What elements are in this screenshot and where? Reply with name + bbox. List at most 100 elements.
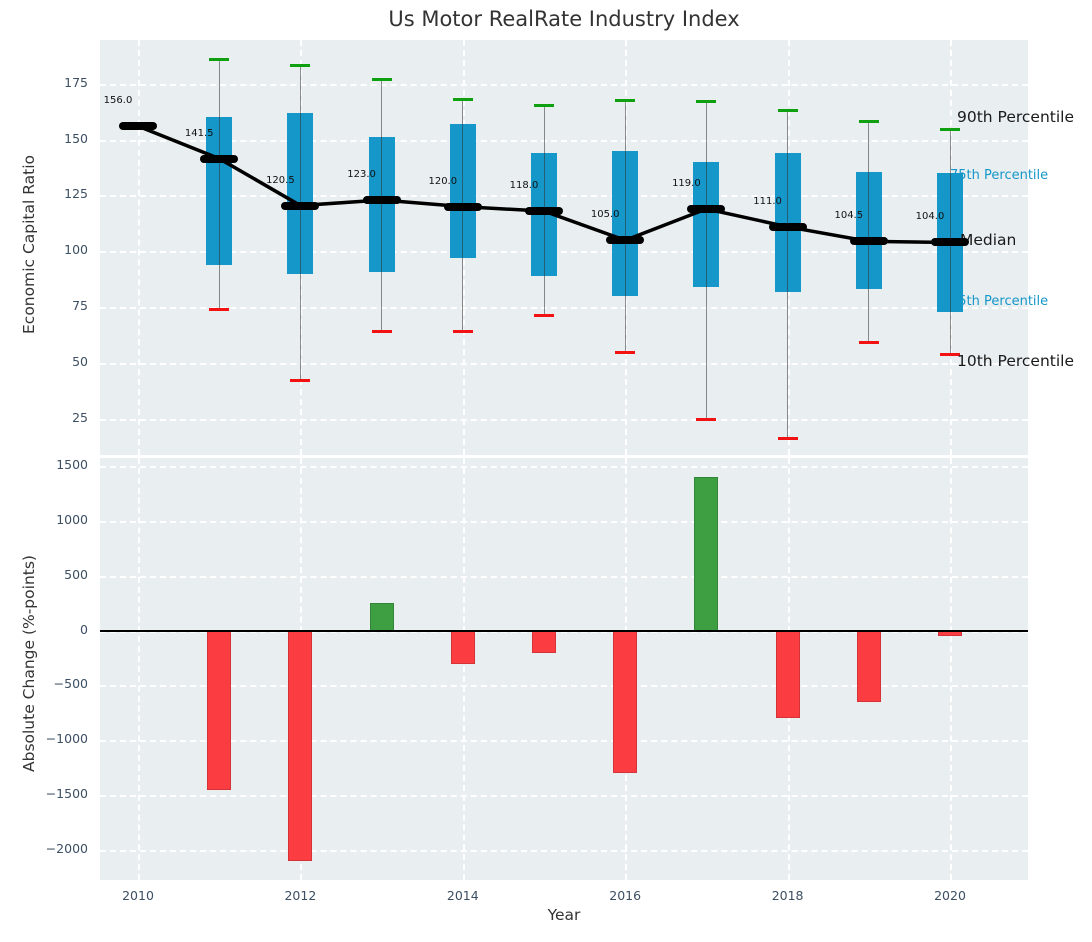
whisker-cap-10th-2013 — [371, 330, 392, 334]
median-value-label-2015: 118.0 — [509, 180, 539, 192]
median-value-label-2018: 111.0 — [753, 195, 782, 207]
top-gridline-h — [100, 419, 1028, 422]
bottom-gridline-v — [462, 458, 465, 880]
top-y-tick-label: 25 — [72, 410, 88, 426]
bottom-gridline-h — [100, 740, 1028, 743]
annotation-10th-percentile: 10th Percentile — [957, 352, 1075, 371]
annotation-75th-percentile: 75th Percentile — [950, 168, 1049, 184]
change-bar-2011 — [207, 630, 232, 790]
change-bar-2017 — [694, 477, 719, 631]
x-tick-label: 2010 — [122, 888, 154, 903]
median-marker-2012 — [281, 201, 320, 210]
top-y-tick-label: 125 — [64, 186, 88, 202]
bottom-y-tick-label: −1500 — [45, 786, 88, 802]
whisker-cap-10th-2017 — [696, 417, 717, 421]
top-y-tick-label: 100 — [64, 242, 88, 258]
bottom-y-tick-label: 1000 — [56, 512, 88, 528]
whisker-cap-90th-2017 — [696, 100, 717, 104]
top-y-tick-label: 75 — [72, 298, 88, 314]
top-plot-area — [100, 40, 1028, 455]
whisker-cap-10th-2015 — [534, 313, 554, 317]
change-bar-2019 — [856, 630, 881, 702]
change-bar-2013 — [369, 603, 394, 631]
median-value-label-2011: 141.5 — [184, 127, 214, 139]
whisker-2016 — [624, 100, 626, 353]
top-y-tick-label: 50 — [72, 354, 88, 370]
whisker-2011 — [218, 59, 220, 310]
x-tick-label: 2012 — [284, 888, 317, 903]
top-gridline-h — [100, 195, 1028, 198]
top-gridline-h — [100, 83, 1028, 86]
median-marker-2010 — [119, 122, 157, 131]
median-marker-2011 — [200, 154, 239, 163]
whisker-2019 — [868, 121, 870, 343]
whisker-cap-10th-2016 — [615, 350, 636, 354]
chart-title: Us Motor RealRate Industry Index — [388, 7, 740, 31]
bottom-y-tick-label: 0 — [80, 621, 88, 637]
whisker-cap-90th-2018 — [777, 108, 798, 112]
bottom-gridline-h — [100, 575, 1028, 578]
bottom-gridline-h — [100, 849, 1028, 852]
bottom-y-tick-label: −500 — [53, 676, 88, 692]
top-y-tick-label: 175 — [64, 74, 88, 90]
bottom-y-tick-label: 500 — [64, 566, 88, 582]
top-gridline-h — [100, 363, 1028, 366]
whisker-cap-10th-2019 — [858, 340, 879, 344]
bottom-y-tick-label: 1500 — [56, 457, 88, 473]
whisker-cap-10th-2020 — [940, 352, 960, 356]
median-marker-2019 — [849, 237, 888, 246]
bottom-gridline-h — [100, 630, 1028, 633]
median-value-label-2016: 105.0 — [590, 209, 620, 221]
change-bar-2018 — [775, 630, 800, 719]
median-value-label-2019: 104.5 — [834, 210, 864, 222]
zero-line — [100, 629, 1028, 632]
whisker-cap-90th-2014 — [452, 97, 473, 101]
change-bar-2014 — [450, 630, 475, 664]
bottom-gridline-h — [100, 466, 1028, 469]
annotation-25th-percentile: 25th Percentile — [950, 293, 1049, 309]
change-bar-2016 — [613, 630, 638, 774]
top-gridline-h — [100, 307, 1028, 310]
whisker-cap-90th-2011 — [209, 57, 230, 61]
top-y-tick-label: 150 — [64, 130, 88, 146]
median-marker-2015 — [525, 207, 563, 216]
change-bar-2012 — [288, 630, 313, 861]
whisker-cap-10th-2014 — [452, 330, 473, 334]
median-value-label-2017: 119.0 — [672, 177, 701, 189]
median-value-label-2010: 156.0 — [103, 95, 133, 107]
x-axis-label: Year — [547, 906, 581, 924]
whisker-cap-10th-2018 — [777, 436, 798, 440]
x-tick-label: 2020 — [934, 888, 966, 903]
bottom-y-tick-label: −2000 — [45, 840, 88, 856]
bottom-gridline-v — [138, 458, 140, 880]
whisker-2014 — [462, 99, 464, 332]
bottom-gridline-v — [950, 458, 952, 880]
median-value-label-2020: 104.0 — [915, 211, 945, 223]
whisker-2017 — [705, 101, 707, 420]
change-bar-2015 — [532, 630, 556, 653]
annotation-median: Median — [960, 231, 1017, 250]
whisker-cap-90th-2013 — [371, 77, 392, 81]
top-gridline-v — [138, 40, 140, 455]
whisker-cap-90th-2012 — [290, 64, 311, 68]
annotation-90th-percentile: 90th Percentile — [957, 108, 1075, 127]
median-value-label-2013: 123.0 — [347, 168, 376, 180]
bottom-gridline-h — [100, 795, 1028, 798]
whisker-cap-90th-2016 — [615, 98, 636, 102]
x-tick-label: 2014 — [446, 888, 479, 903]
median-marker-2013 — [362, 195, 401, 204]
whisker-cap-90th-2020 — [940, 127, 960, 131]
median-marker-2017 — [687, 204, 726, 213]
median-marker-2016 — [606, 236, 645, 245]
bottom-gridline-h — [100, 521, 1028, 524]
top-gridline-h — [100, 139, 1028, 142]
whisker-cap-10th-2012 — [290, 378, 311, 382]
whisker-cap-90th-2019 — [858, 120, 879, 124]
median-marker-2018 — [768, 222, 807, 231]
median-value-label-2012: 120.5 — [266, 174, 295, 186]
whisker-cap-90th-2015 — [534, 104, 554, 108]
bottom-y-tick-label: −1000 — [45, 731, 88, 747]
median-value-label-2014: 120.0 — [428, 175, 458, 187]
whisker-2012 — [299, 65, 301, 381]
